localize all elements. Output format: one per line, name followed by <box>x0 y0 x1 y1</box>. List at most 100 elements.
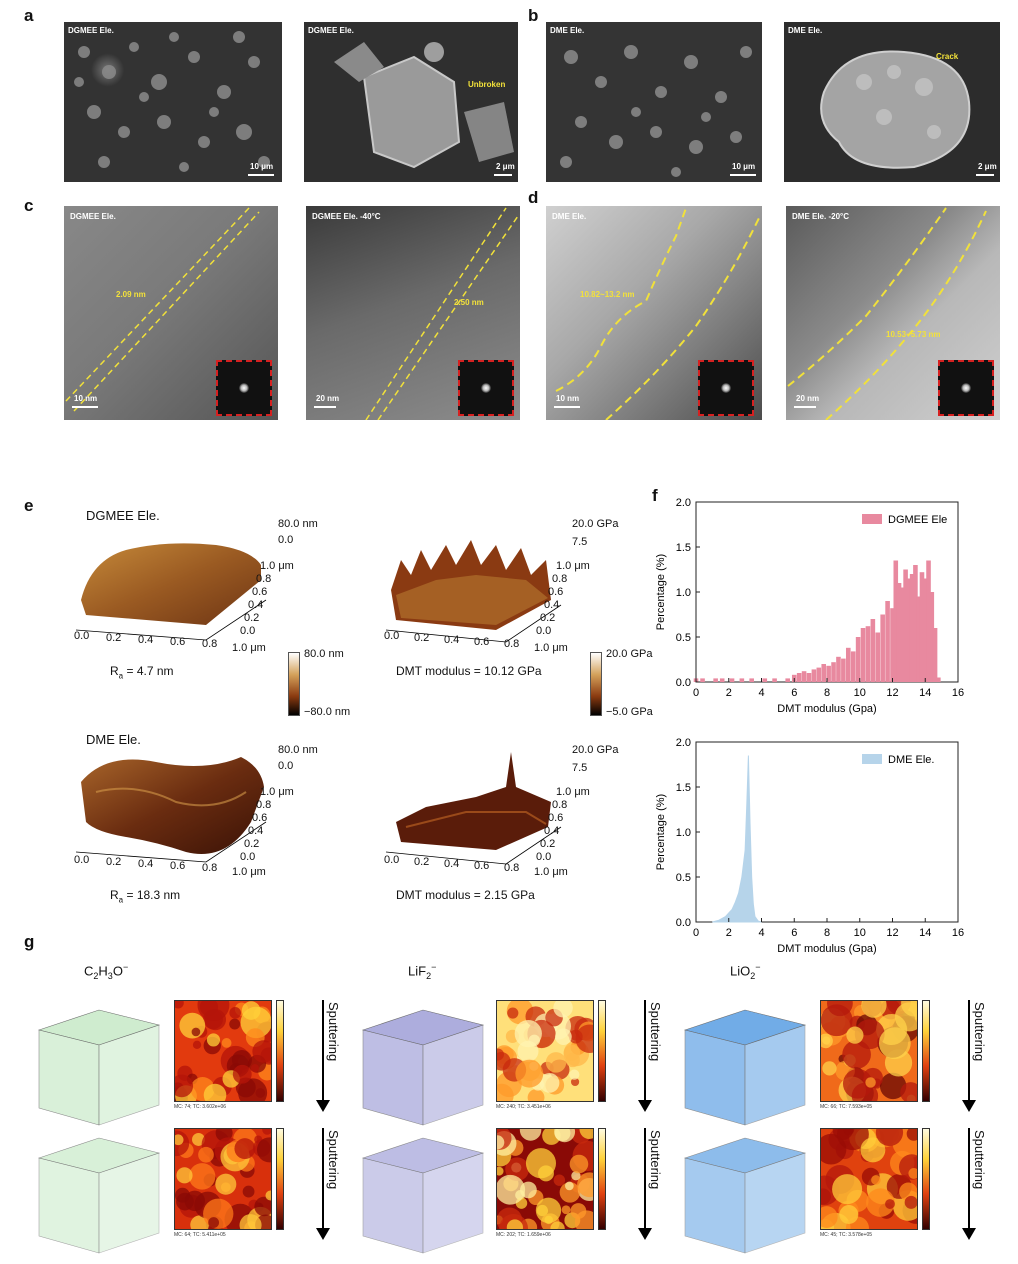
x-tick-label: 16 <box>952 687 964 699</box>
histogram-bar <box>785 678 790 682</box>
histogram-bar <box>821 664 827 682</box>
y-tick-label: 1.0 <box>676 827 691 839</box>
heatmap <box>175 1001 271 1101</box>
cube-face <box>684 1029 746 1126</box>
scale-bar-b2 <box>976 174 994 176</box>
heatmap <box>497 1129 593 1229</box>
heatmap <box>821 1129 917 1229</box>
tem-label-d2: DME Ele. -20°C <box>792 212 849 221</box>
x-tick-label: 8 <box>824 687 830 699</box>
histogram-bar <box>906 578 912 682</box>
sputtering-arrow-head <box>638 1228 652 1240</box>
tof-map-lif-after <box>496 1128 594 1230</box>
tem-label-d1: DME Ele. <box>552 212 587 221</box>
tof-colorbar <box>922 1128 930 1230</box>
tem-image-c1: DGMEE Ele. 2.09 nm 10 nm <box>64 206 278 420</box>
tof-map-caption: MC: 45; TC: 3.578e+05 <box>820 1232 873 1238</box>
histogram-bar <box>713 678 718 682</box>
cube-face <box>744 1024 806 1126</box>
sem-image-a2: DGMEE Ele. Unbroken 2 μm <box>304 22 518 182</box>
y-tick-label: 1.5 <box>676 782 691 794</box>
histogram-bar <box>816 667 822 682</box>
histogram-bar <box>855 637 861 682</box>
x-tick-label: 4 <box>758 927 764 939</box>
tof-cube-lio-after <box>683 1137 807 1254</box>
histogram-bar <box>922 578 928 682</box>
tem-label-c2: DGMEE Ele. -40°C <box>312 212 381 221</box>
cube-face <box>684 1157 746 1254</box>
annotation-unbroken: Unbroken <box>468 80 506 89</box>
x-tick-label: 6 <box>791 927 797 939</box>
histogram-bar <box>719 678 725 682</box>
tem-image-d2: DME Ele. -20°C 10.53~5.73 nm 20 nm <box>786 206 1000 420</box>
tof-map-caption: MC: 240; TC: 3.451e+06 <box>496 1104 551 1110</box>
sem-particles-a1 <box>74 31 270 172</box>
x-tick-label: 8 <box>824 927 830 939</box>
scale-bar-d2 <box>794 406 816 408</box>
tem-label-c1: DGMEE Ele. <box>70 212 116 221</box>
sputtering-arrow-shaft <box>968 1128 970 1232</box>
species-title-c: C2H3O− <box>84 962 129 981</box>
histogram-bar <box>700 678 705 682</box>
afm-modulus-surface-top <box>385 540 562 643</box>
sem-label-a2: DGMEE Ele. <box>308 26 354 35</box>
y-axis-label: Percentage (%) <box>655 554 667 630</box>
thickness-c2: 2.50 nm <box>454 298 484 307</box>
sputtering-arrow-shaft <box>322 1000 324 1104</box>
height-colorbar-min: −80.0 nm <box>304 706 351 718</box>
legend-label: DME Ele. <box>888 754 934 766</box>
sputtering-label: Sputtering <box>972 1002 987 1062</box>
histogram-area <box>712 755 762 923</box>
thickness-d2: 10.53~5.73 nm <box>886 330 941 339</box>
afm-mod-zmid-top: 7.5 <box>572 536 588 548</box>
x-tick-label: 0 <box>693 927 699 939</box>
modulus-colorbar-min: −5.0 GPa <box>606 706 653 718</box>
scale-text-a1: 10 μm <box>250 162 274 171</box>
height-colorbar-max: 80.0 nm <box>304 648 344 660</box>
sputtering-arrow-head <box>316 1228 330 1240</box>
tem-boundary-c1 <box>65 207 260 412</box>
fft-inset-c1 <box>216 360 272 416</box>
histogram-bar <box>739 678 745 682</box>
afm-title-top: DGMEE Ele. <box>86 508 160 523</box>
y-tick-label: 1.5 <box>676 542 691 554</box>
afm-yticks-top-height: 1.0 μm 0.8 0.6 0.4 0.2 0.0 <box>240 560 294 637</box>
histogram-bar <box>845 647 851 682</box>
histogram-bar <box>831 662 836 682</box>
histogram-bar <box>826 665 831 682</box>
cube-face <box>98 1024 160 1126</box>
panel-label-g: g <box>24 932 35 951</box>
heatmap <box>497 1001 593 1101</box>
sem-image-b2: Crack DME Ele. 2 μm <box>784 22 1000 182</box>
scale-text-b2: 2 μm <box>978 162 997 171</box>
tof-map-caption: MC: 202; TC: 1.659e+06 <box>496 1232 551 1238</box>
histogram-bar <box>890 608 895 682</box>
plot-frame <box>695 741 959 923</box>
tof-map-lio-after <box>820 1128 918 1230</box>
histogram-bar <box>762 678 768 682</box>
histogram-bar <box>860 628 866 682</box>
afm-title-bottom: DME Ele. <box>86 732 141 747</box>
cube-face <box>38 1157 100 1254</box>
legend-swatch <box>862 514 882 524</box>
cube-face <box>98 1152 160 1254</box>
x-tick-label: 2 <box>726 687 732 699</box>
sputtering-arrow-head <box>316 1100 330 1112</box>
species-title-lio: LiO2− <box>730 962 761 981</box>
sputtering-label: Sputtering <box>648 1130 663 1190</box>
sem-particle-b2 <box>820 50 971 169</box>
y-tick-label: 0.0 <box>676 677 691 689</box>
x-tick-label: 0 <box>693 687 699 699</box>
x-axis-label: DMT modulus (Gpa) <box>777 943 876 955</box>
tof-map-caption: MC: 74; TC: 3.602e+06 <box>174 1104 227 1110</box>
y-tick-label: 2.0 <box>676 497 691 509</box>
histogram-bar <box>729 678 735 682</box>
tof-map-lio-before <box>820 1000 918 1102</box>
scale-bar-d1 <box>554 406 580 408</box>
x-tick-label: 6 <box>791 687 797 699</box>
tem-image-d1: DME Ele. 10.82~13.2 nm 10 nm <box>546 206 762 420</box>
cube-face <box>38 1029 100 1126</box>
scale-bar-a2 <box>494 174 512 176</box>
tem-image-c2: DGMEE Ele. -40°C 2.50 nm 20 nm <box>306 206 520 420</box>
afm-height-surface-top <box>75 543 267 641</box>
